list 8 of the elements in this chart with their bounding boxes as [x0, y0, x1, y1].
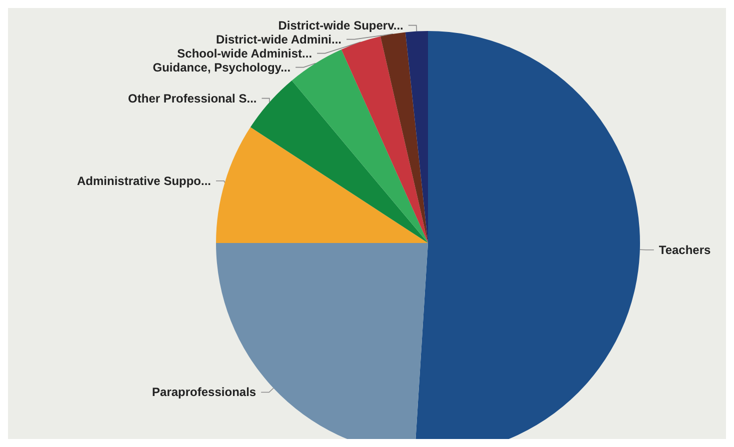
- slice-label: Guidance, Psychology...: [152, 60, 291, 74]
- slice-label: Teachers: [658, 242, 712, 257]
- slice-label: District-wide Superv...: [278, 18, 404, 32]
- slice-label: Other Professional S...: [128, 91, 257, 106]
- slice-label: Administrative Suppo...: [77, 174, 212, 188]
- slice-label: School-wide Administ...: [177, 46, 312, 60]
- slice-label: Paraprofessionals: [152, 385, 256, 400]
- slice-label: District-wide Admini...: [216, 32, 342, 46]
